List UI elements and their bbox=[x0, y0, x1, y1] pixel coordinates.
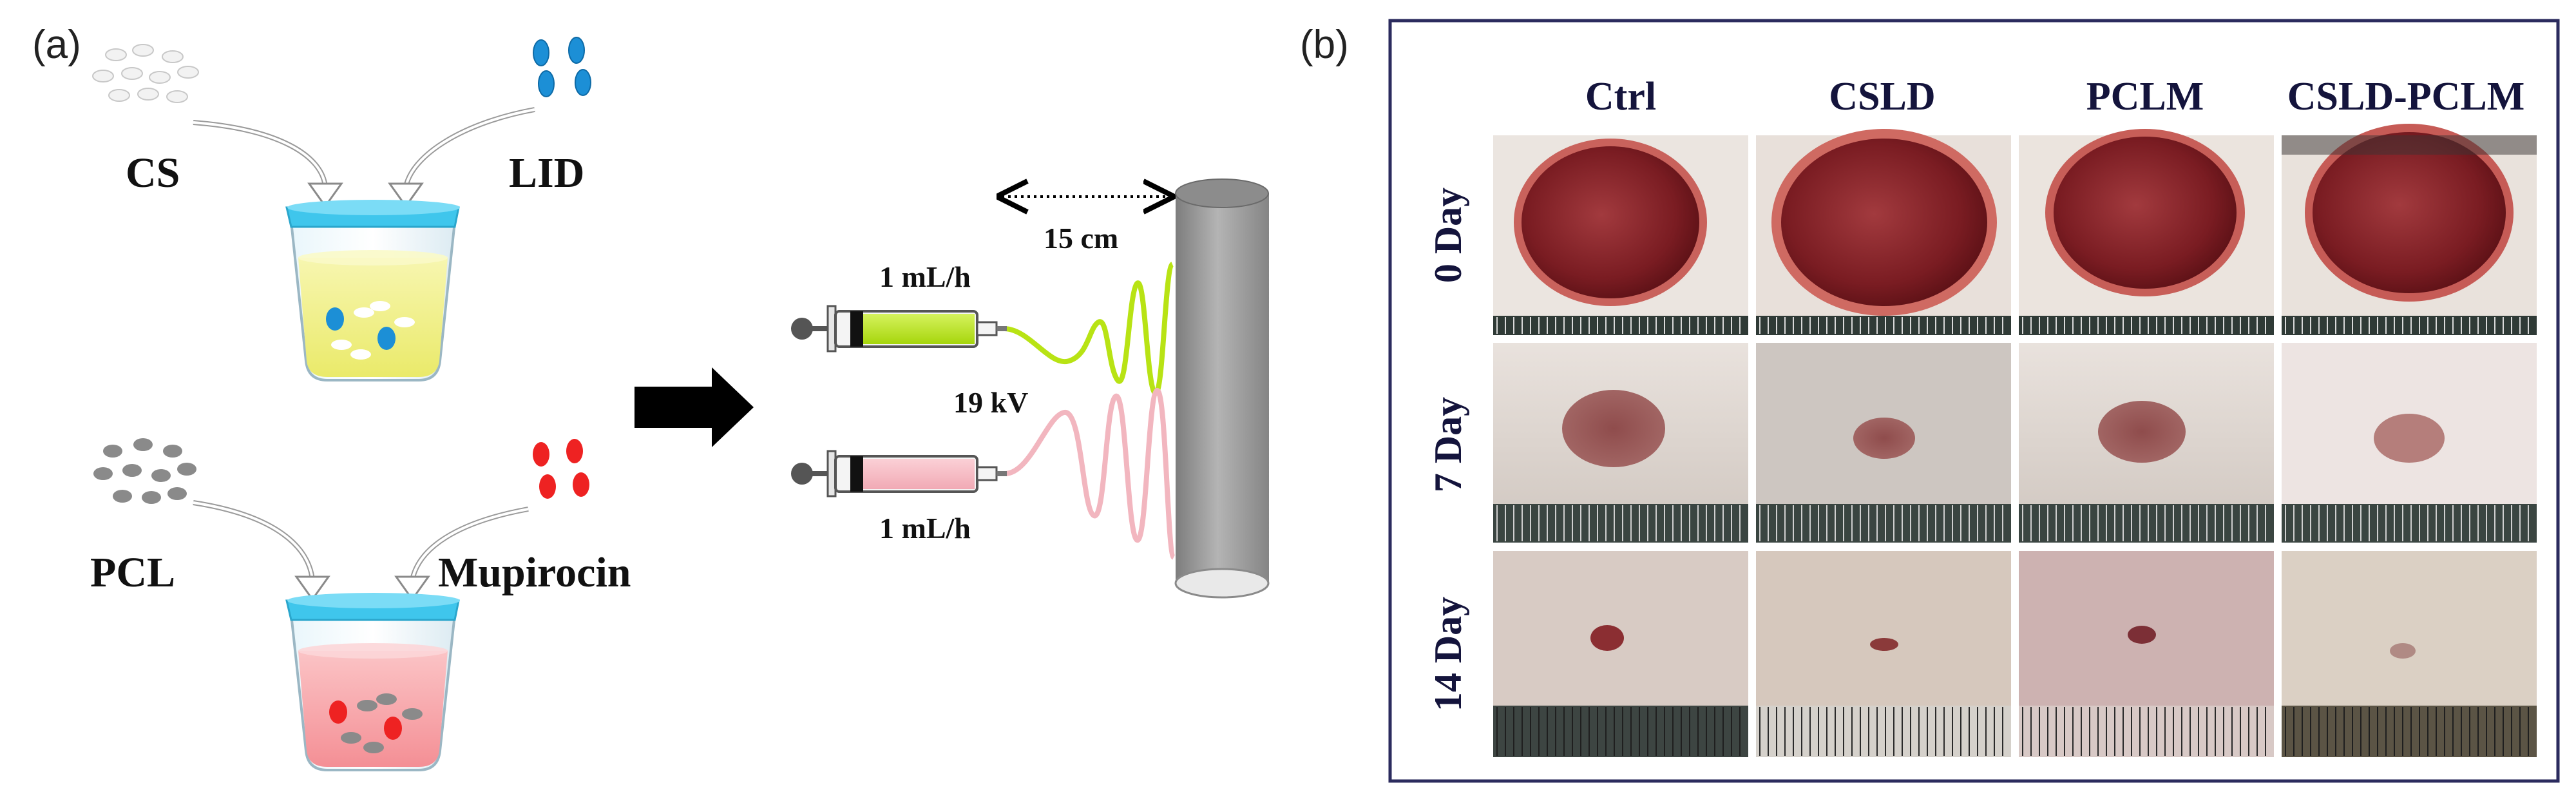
pcl-to-beaker-arrow bbox=[193, 500, 330, 601]
photo-ctrl-day0 bbox=[1493, 135, 1748, 335]
cs-lid-beaker bbox=[285, 200, 460, 381]
photo-csld-pclm-day7 bbox=[2282, 343, 2537, 543]
pink-fiber-jet bbox=[1004, 387, 1176, 560]
ruler-ticks bbox=[1496, 317, 2529, 756]
photo-csld-day0 bbox=[1756, 129, 2011, 335]
cs-to-beaker-arrow bbox=[193, 120, 343, 208]
photo-csld-day14 bbox=[1756, 551, 2011, 757]
collector-drum bbox=[1174, 179, 1270, 599]
photo-csld-day7 bbox=[1756, 343, 2011, 543]
pcl-mupirocin-beaker bbox=[285, 593, 460, 771]
panel-b-label: (b) bbox=[1300, 23, 1349, 67]
mupirocin-particles bbox=[533, 439, 589, 499]
photo-csld-pclm-day0 bbox=[2282, 124, 2537, 335]
pcl-particles bbox=[93, 438, 196, 504]
process-arrow bbox=[634, 367, 754, 447]
col-header-pclm: PCLM bbox=[2086, 75, 2204, 119]
photo-ctrl-day7 bbox=[1493, 343, 1748, 543]
green-syringe bbox=[791, 305, 1007, 352]
cs-label: CS bbox=[126, 150, 180, 197]
col-header-csld-pclm: CSLD-PCLM bbox=[2287, 75, 2525, 119]
col-header-ctrl: Ctrl bbox=[1585, 75, 1656, 119]
top-flow-rate: 1 mL/h bbox=[879, 260, 971, 293]
lid-label: LID bbox=[509, 150, 584, 197]
cs-particles bbox=[92, 44, 199, 103]
lid-to-beaker-arrow bbox=[388, 107, 535, 208]
mupirocin-to-beaker-arrow bbox=[394, 507, 529, 601]
pcl-label: PCL bbox=[90, 549, 175, 596]
row-label-14-day: 14 Day bbox=[1427, 597, 1469, 711]
photo-csld-pclm-day14 bbox=[2282, 551, 2537, 757]
panel-a-label: (a) bbox=[32, 23, 81, 67]
row-label-7-day: 7 Day bbox=[1427, 397, 1469, 492]
pink-syringe bbox=[791, 450, 1007, 497]
photo-ctrl-day14 bbox=[1493, 551, 1748, 757]
bottom-flow-rate: 1 mL/h bbox=[879, 512, 971, 545]
green-fiber-jet bbox=[1004, 262, 1175, 396]
photo-pclm-day14 bbox=[2019, 551, 2274, 757]
photo-pclm-day0 bbox=[2019, 129, 2274, 335]
distance-label: 15 cm bbox=[1044, 222, 1118, 255]
photo-pclm-day7 bbox=[2019, 343, 2274, 543]
row-label-0-day: 0 Day bbox=[1427, 188, 1469, 283]
col-header-csld: CSLD bbox=[1829, 75, 1935, 119]
lid-particles bbox=[533, 37, 591, 97]
mupirocin-label: Mupirocin bbox=[438, 549, 631, 596]
voltage-label: 19 kV bbox=[953, 386, 1028, 419]
